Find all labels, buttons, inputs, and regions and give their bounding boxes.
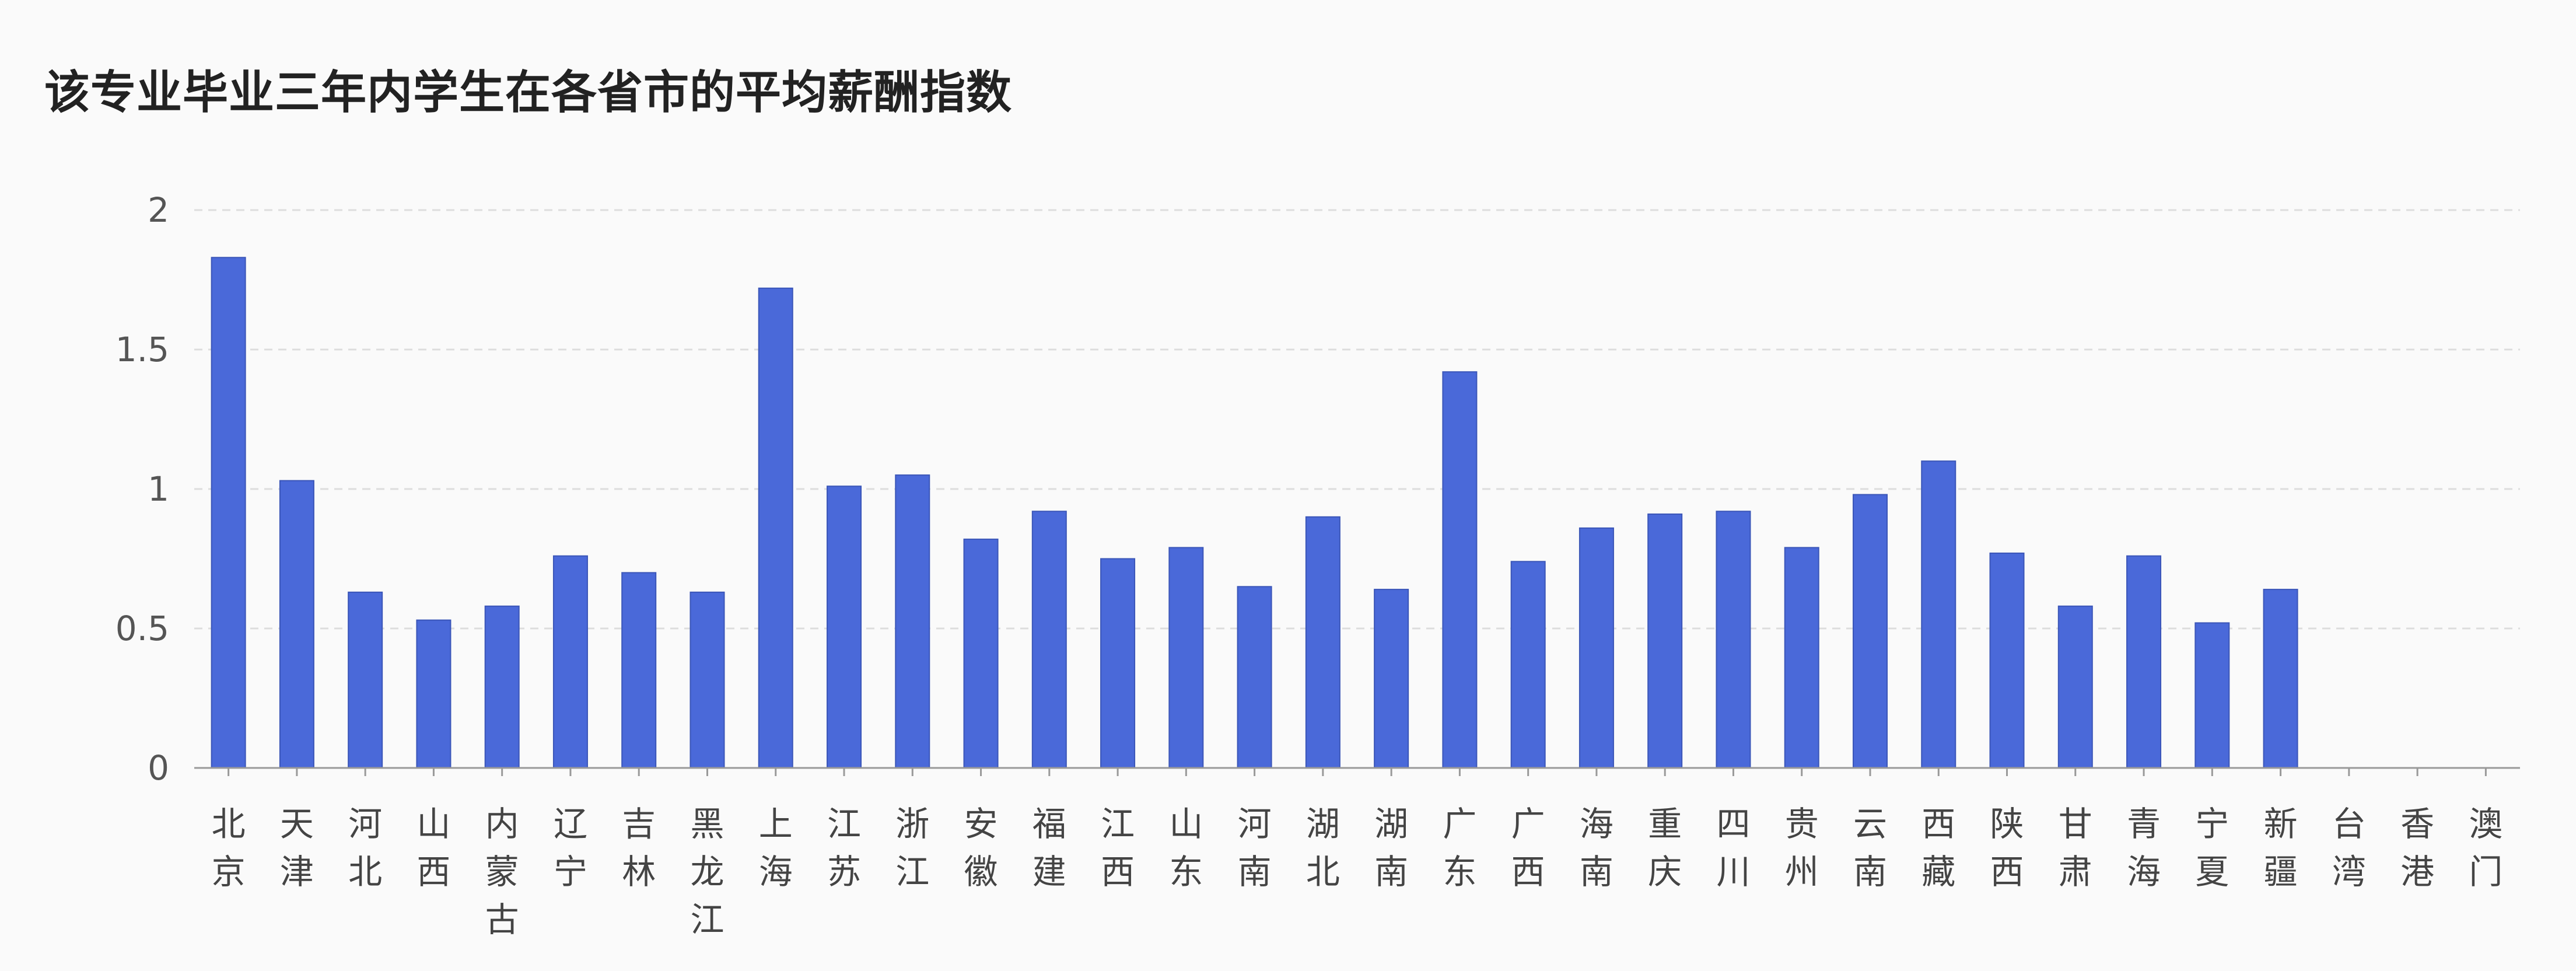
y-tick-label: 1.5 bbox=[116, 330, 169, 369]
bar-重庆 bbox=[1647, 514, 1683, 769]
x-tick-label: 湖南 bbox=[1374, 804, 1408, 892]
x-tick-label: 山西 bbox=[416, 804, 450, 892]
bar-浙江 bbox=[895, 474, 930, 769]
x-tick-label: 海南 bbox=[1580, 804, 1614, 892]
x-tick-label: 江苏 bbox=[827, 804, 861, 892]
bar-宁夏 bbox=[2194, 622, 2230, 769]
bar-江苏 bbox=[827, 486, 862, 769]
x-tick-label: 台湾 bbox=[2332, 804, 2366, 892]
bar-河南 bbox=[1237, 586, 1272, 769]
bar-黑龙江 bbox=[690, 591, 725, 769]
bar-云南 bbox=[1852, 494, 1888, 769]
bar-吉林 bbox=[621, 572, 657, 769]
bar-河北 bbox=[348, 591, 383, 769]
x-tick-label: 北京 bbox=[212, 804, 246, 892]
bar-广西 bbox=[1510, 561, 1546, 769]
y-tick-label: 1 bbox=[148, 469, 169, 509]
bar-广东 bbox=[1442, 371, 1478, 769]
x-tick-label: 宁夏 bbox=[2195, 804, 2229, 892]
x-tick-label: 天津 bbox=[280, 804, 314, 892]
bar-甘肃 bbox=[2057, 605, 2093, 769]
x-tick-label: 广东 bbox=[1443, 804, 1476, 892]
bar-北京 bbox=[211, 257, 246, 769]
bar-福建 bbox=[1031, 511, 1067, 769]
y-tick-label: 0 bbox=[148, 748, 169, 788]
x-tick-label: 湖北 bbox=[1306, 804, 1340, 892]
bar-陕西 bbox=[1989, 552, 2025, 769]
bar-安徽 bbox=[963, 539, 999, 769]
y-tick-label: 0.5 bbox=[116, 609, 169, 648]
x-tick-label: 吉林 bbox=[622, 804, 656, 892]
bar-江西 bbox=[1100, 558, 1136, 769]
x-axis bbox=[194, 767, 2520, 776]
bar-青海 bbox=[2126, 555, 2162, 769]
y-tick-label: 2 bbox=[148, 190, 169, 230]
gridlines bbox=[194, 209, 2520, 630]
x-tick-label: 新疆 bbox=[2264, 804, 2298, 892]
bar-贵州 bbox=[1784, 547, 1819, 769]
bars bbox=[211, 257, 2298, 769]
x-tick-label: 上海 bbox=[759, 804, 793, 892]
bar-内蒙古 bbox=[484, 605, 520, 769]
x-tick-label: 山东 bbox=[1169, 804, 1203, 892]
x-tick-label: 重庆 bbox=[1648, 804, 1682, 892]
x-tick-label: 西藏 bbox=[1922, 804, 1955, 892]
bar-上海 bbox=[758, 287, 793, 769]
y-axis-tick-labels: 0 0.5 1 1.5 2 bbox=[116, 190, 169, 788]
x-tick-label: 陕西 bbox=[1990, 804, 2024, 892]
chart-title: 该专业毕业三年内学生在各省市的平均薪酬指数 bbox=[44, 67, 1013, 119]
bar-湖南 bbox=[1374, 589, 1409, 769]
bar-西藏 bbox=[1921, 460, 1957, 769]
x-tick-label: 香港 bbox=[2400, 804, 2434, 892]
x-tick-label: 内蒙古 bbox=[485, 804, 519, 939]
x-tick-label: 辽宁 bbox=[554, 804, 587, 892]
bar-山东 bbox=[1168, 547, 1204, 769]
bar-湖北 bbox=[1305, 516, 1340, 769]
x-tick-label: 澳门 bbox=[2469, 804, 2502, 892]
x-tick-label: 四川 bbox=[1716, 804, 1750, 892]
x-tick-label: 黑龙江 bbox=[690, 804, 724, 939]
bar-山西 bbox=[416, 619, 452, 769]
bar-天津 bbox=[279, 480, 314, 769]
x-tick-label: 浙江 bbox=[895, 804, 929, 892]
bar-四川 bbox=[1716, 511, 1751, 769]
bar-新疆 bbox=[2263, 589, 2298, 769]
x-tick-label: 广西 bbox=[1511, 804, 1545, 892]
x-tick-label: 河北 bbox=[348, 804, 382, 892]
x-tick-label: 江西 bbox=[1101, 804, 1135, 892]
x-tick-label: 贵州 bbox=[1785, 804, 1819, 892]
x-tick-label: 甘肃 bbox=[2059, 804, 2092, 892]
bar-辽宁 bbox=[552, 555, 588, 769]
x-tick-label: 云南 bbox=[1853, 804, 1887, 892]
x-tick-label: 安徽 bbox=[964, 804, 998, 892]
x-tick-label: 河南 bbox=[1238, 804, 1272, 892]
x-tick-label: 福建 bbox=[1032, 804, 1066, 892]
x-tick-label: 青海 bbox=[2127, 804, 2161, 892]
bar-海南 bbox=[1578, 527, 1614, 769]
